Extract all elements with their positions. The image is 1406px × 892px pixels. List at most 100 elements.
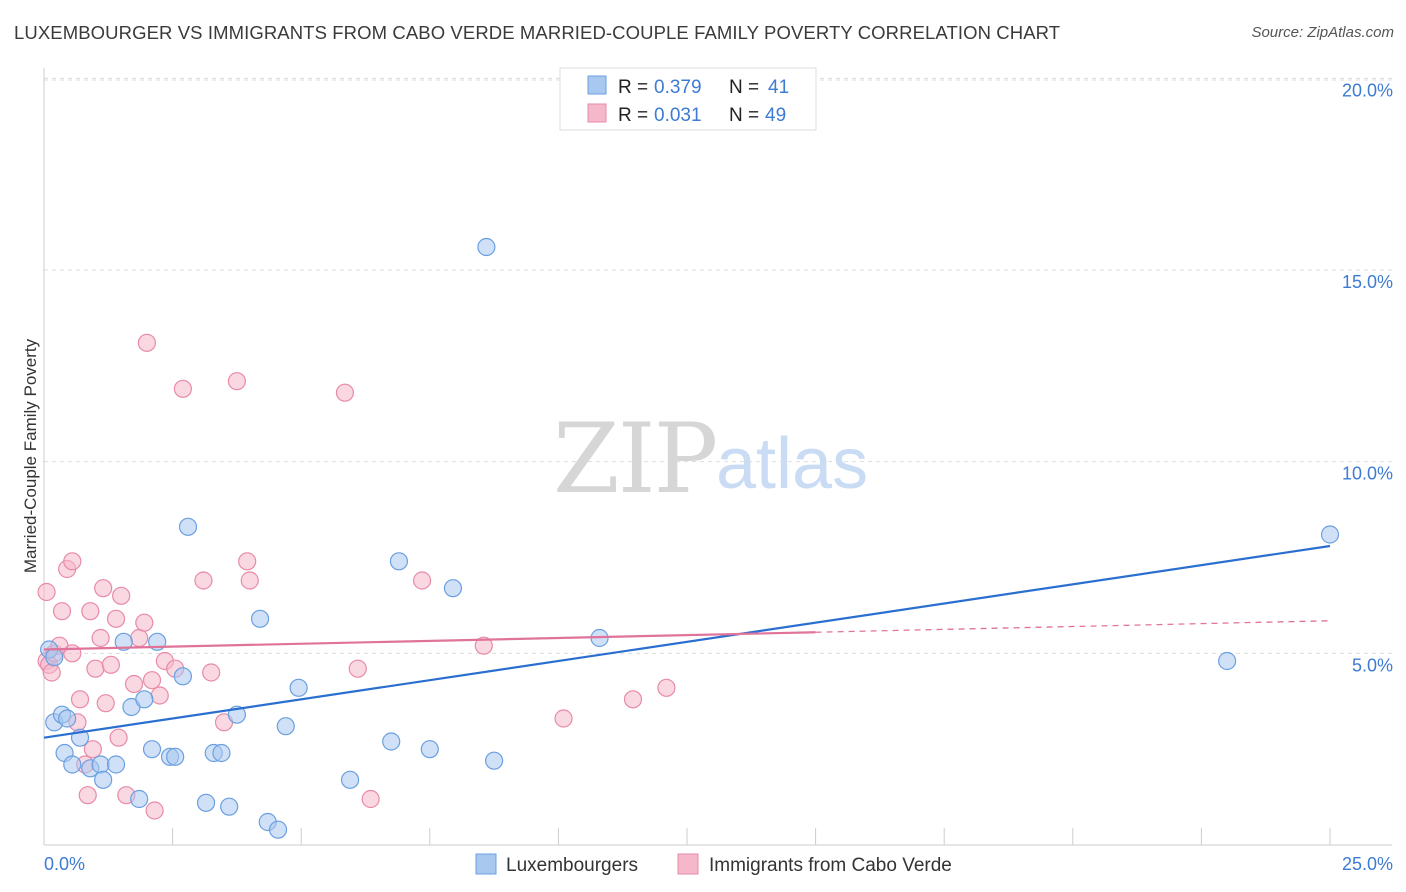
point-cabo-verde bbox=[52, 602, 72, 621]
point-luxembourgers bbox=[142, 740, 162, 759]
watermark-zip: ZIP bbox=[553, 403, 716, 515]
point-luxembourgers bbox=[63, 755, 82, 774]
point-luxembourgers bbox=[173, 667, 192, 686]
legend-r-value: 0.379 bbox=[654, 77, 702, 98]
point-luxembourgers bbox=[178, 517, 198, 536]
legend-top: R = 0.379 N = 41 R = 0.031 N = 49 bbox=[559, 67, 817, 131]
watermark-atlas: atlas bbox=[716, 424, 868, 504]
y-tick-label: 10.0% bbox=[1342, 464, 1393, 484]
point-cabo-verde bbox=[109, 728, 128, 747]
legend-r-value: 0.031 bbox=[654, 105, 702, 126]
legend-n-label: N = bbox=[729, 77, 759, 98]
legend-swatch-cabo-verde bbox=[677, 853, 699, 875]
legend-r-label: R = bbox=[618, 77, 648, 98]
point-luxembourgers bbox=[166, 747, 185, 766]
y-tick-label: 5.0% bbox=[1352, 655, 1393, 675]
point-cabo-verde bbox=[135, 613, 154, 632]
point-cabo-verde bbox=[106, 609, 126, 628]
point-luxembourgers bbox=[477, 237, 496, 257]
point-cabo-verde bbox=[96, 694, 115, 713]
point-cabo-verde bbox=[361, 789, 380, 809]
point-cabo-verde bbox=[42, 663, 61, 682]
y-axis-label: Married-Couple Family Poverty bbox=[21, 338, 40, 573]
point-cabo-verde bbox=[142, 671, 162, 690]
legend-n-label: N = bbox=[729, 105, 759, 126]
source-label: Source: ZipAtlas.com bbox=[1251, 24, 1394, 41]
legend-n-value: 49 bbox=[765, 105, 786, 126]
point-luxembourgers bbox=[443, 579, 463, 598]
trendlines bbox=[43, 544, 1331, 739]
trendline-luxembourgers bbox=[43, 544, 1331, 739]
point-cabo-verde bbox=[623, 690, 643, 709]
chart-title: LUXEMBOURGER VS IMMIGRANTS FROM CABO VER… bbox=[14, 22, 1061, 43]
trendline-cabo-verde-extension bbox=[815, 620, 1331, 633]
legend-n-value: 41 bbox=[768, 77, 789, 98]
legend-item-cabo-verde: Immigrants from Cabo Verde bbox=[709, 855, 952, 876]
point-luxembourgers bbox=[276, 717, 295, 736]
point-cabo-verde bbox=[412, 571, 432, 590]
point-cabo-verde bbox=[124, 674, 144, 694]
point-luxembourgers bbox=[420, 740, 439, 759]
point-cabo-verde bbox=[78, 786, 97, 805]
point-luxembourgers bbox=[220, 797, 239, 816]
x-tick-label: 0.0% bbox=[44, 854, 85, 874]
point-luxembourgers bbox=[135, 690, 154, 709]
point-luxembourgers bbox=[106, 755, 126, 774]
y-tick-label: 20.0% bbox=[1342, 80, 1393, 100]
point-cabo-verde bbox=[238, 552, 257, 571]
point-luxembourgers bbox=[1320, 525, 1340, 544]
point-cabo-verde bbox=[145, 801, 164, 820]
point-cabo-verde bbox=[657, 678, 676, 697]
point-cabo-verde bbox=[63, 552, 82, 571]
point-luxembourgers bbox=[130, 789, 149, 809]
point-cabo-verde bbox=[348, 659, 367, 678]
point-cabo-verde bbox=[91, 628, 110, 648]
series-luxembourgers-points bbox=[40, 237, 1340, 839]
legend-r-label: R = bbox=[618, 105, 648, 126]
point-cabo-verde bbox=[194, 571, 213, 590]
point-cabo-verde bbox=[70, 690, 90, 709]
point-cabo-verde bbox=[335, 383, 355, 402]
x-tick-label: 25.0% bbox=[1342, 854, 1393, 874]
watermark: ZIP atlas bbox=[553, 403, 868, 515]
point-luxembourgers bbox=[250, 609, 270, 628]
point-cabo-verde bbox=[202, 663, 221, 682]
point-cabo-verde bbox=[554, 709, 573, 728]
point-luxembourgers bbox=[212, 743, 231, 763]
point-cabo-verde bbox=[150, 686, 169, 705]
point-cabo-verde bbox=[86, 659, 105, 678]
point-luxembourgers bbox=[1218, 651, 1237, 671]
point-cabo-verde bbox=[101, 655, 120, 674]
legend-item-luxembourgers: Luxembourgers bbox=[506, 855, 638, 876]
trendline-cabo-verde bbox=[43, 631, 816, 651]
point-luxembourgers bbox=[382, 732, 401, 751]
point-luxembourgers bbox=[289, 678, 308, 697]
point-luxembourgers bbox=[196, 793, 216, 812]
point-cabo-verde bbox=[173, 379, 192, 398]
point-luxembourgers bbox=[91, 755, 110, 774]
x-tick-labels: 0.0% 25.0% bbox=[44, 854, 1393, 874]
point-luxembourgers bbox=[389, 552, 409, 571]
point-cabo-verde bbox=[474, 636, 493, 655]
point-cabo-verde bbox=[94, 579, 113, 598]
point-cabo-verde bbox=[240, 571, 259, 590]
legend-bottom: Luxembourgers Immigrants from Cabo Verde bbox=[475, 853, 952, 876]
y-tick-label: 15.0% bbox=[1342, 272, 1393, 292]
point-cabo-verde bbox=[37, 582, 56, 602]
point-cabo-verde bbox=[63, 644, 82, 663]
point-luxembourgers bbox=[340, 770, 360, 789]
legend-swatch-luxembourgers bbox=[587, 75, 607, 95]
axes bbox=[43, 68, 1392, 846]
legend-swatch-luxembourgers bbox=[475, 853, 497, 875]
point-cabo-verde bbox=[81, 602, 100, 621]
point-luxembourgers bbox=[94, 770, 113, 789]
point-luxembourgers bbox=[58, 709, 77, 728]
series-cabo-verde-points bbox=[37, 333, 676, 820]
y-tick-labels: 5.0% 10.0% 15.0% 20.0% bbox=[1342, 80, 1393, 675]
legend-swatch-cabo-verde bbox=[587, 103, 607, 123]
point-luxembourgers bbox=[114, 632, 133, 651]
point-cabo-verde bbox=[83, 740, 102, 759]
point-cabo-verde bbox=[130, 628, 149, 648]
point-cabo-verde bbox=[137, 333, 156, 352]
